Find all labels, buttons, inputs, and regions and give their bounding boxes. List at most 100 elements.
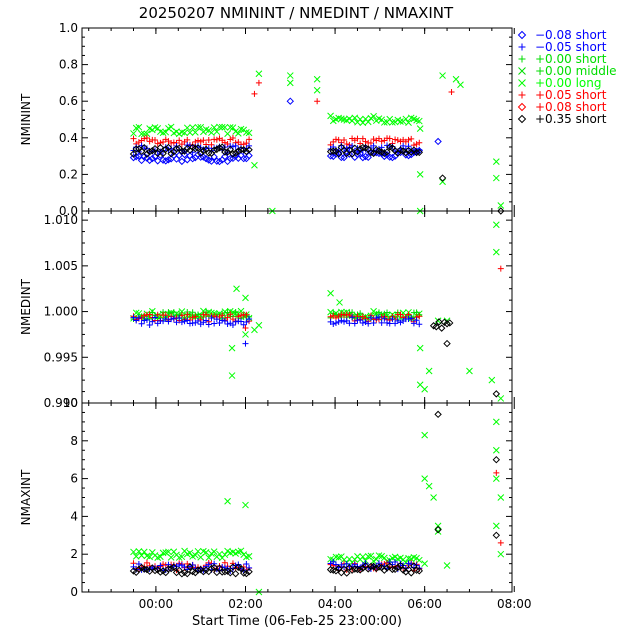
data-point (203, 317, 210, 324)
data-point (314, 98, 321, 105)
data-point (242, 325, 249, 332)
data-point (237, 564, 245, 573)
data-point (188, 155, 197, 163)
data-point (334, 149, 343, 157)
data-point (392, 320, 399, 327)
data-point (229, 563, 237, 571)
legend-item: +0.05 short (518, 88, 607, 102)
data-point (407, 148, 415, 156)
data-point (364, 153, 372, 162)
y-tick-label: 6 (70, 472, 78, 486)
data-point (242, 569, 251, 578)
data-point (416, 321, 423, 328)
data-point (405, 315, 412, 322)
data-point (205, 149, 213, 157)
data-point (210, 124, 218, 131)
data-point (218, 143, 226, 151)
data-point (149, 318, 156, 325)
data-point (129, 150, 138, 158)
data-point (178, 570, 186, 578)
data-point (157, 553, 164, 561)
data-point (140, 548, 148, 556)
data-point (168, 140, 175, 147)
legend-marker (518, 43, 526, 51)
data-point (135, 565, 143, 574)
data-point (384, 309, 391, 316)
legend-label: +0.05 short (535, 88, 607, 102)
data-point (181, 318, 188, 325)
data-point (197, 123, 205, 131)
y-tick-label: 8 (70, 434, 78, 448)
data-point (143, 559, 150, 566)
data-point (367, 562, 375, 571)
data-point (326, 152, 335, 160)
panel-2: 0.990 0.995 1.000 1.005 1.010 NMEDINT (19, 210, 515, 410)
legend-label: +0.08 short (535, 100, 607, 114)
data-point (326, 147, 335, 156)
data-point (152, 137, 159, 144)
data-point (197, 553, 205, 561)
data-point (351, 320, 358, 327)
data-point (410, 562, 418, 570)
data-point (380, 566, 389, 574)
data-point (286, 79, 294, 87)
legend-item: +0.35 short (517, 112, 607, 126)
legend-item: +0.00 middle (518, 64, 617, 78)
legend: −0.08 short−0.05 short+0.00 short+0.00 m… (517, 28, 617, 126)
data-point (213, 145, 221, 154)
data-point (159, 149, 167, 158)
legend-marker (517, 114, 527, 124)
data-point (413, 141, 420, 148)
data-point (405, 119, 412, 126)
y-tick-label: 0.990 (44, 396, 78, 410)
data-point (386, 320, 393, 327)
data-point (243, 140, 250, 147)
data-point (202, 548, 210, 556)
data-point (416, 171, 424, 178)
data-point (224, 314, 231, 321)
data-point (356, 115, 364, 123)
data-point (375, 135, 382, 142)
data-point (497, 550, 505, 558)
data-point (338, 317, 345, 324)
data-point (332, 561, 339, 568)
data-point (146, 311, 153, 318)
data-point (160, 561, 167, 568)
data-point (365, 320, 372, 327)
data-point (340, 153, 348, 162)
data-point (183, 569, 191, 578)
data-point (370, 142, 377, 149)
legend-item: −0.08 short (517, 28, 607, 42)
data-point (229, 150, 237, 158)
data-point (416, 139, 423, 146)
data-point (354, 135, 361, 142)
data-point (255, 321, 263, 329)
data-point (438, 174, 447, 182)
data-point (370, 112, 377, 120)
data-point (135, 123, 143, 131)
legend-label: −0.05 short (535, 40, 607, 54)
data-point (191, 129, 199, 136)
data-point (383, 564, 391, 572)
data-point (415, 148, 423, 157)
data-point (378, 138, 385, 145)
data-point (443, 562, 451, 569)
data-point (497, 265, 504, 272)
data-point (199, 147, 208, 155)
data-point (353, 150, 362, 159)
data-point (151, 566, 159, 575)
data-point (207, 157, 216, 165)
data-point (332, 553, 340, 561)
data-point (221, 123, 229, 131)
y-tick-label: 0 (70, 585, 78, 599)
data-point (330, 144, 337, 151)
data-point (143, 317, 150, 324)
data-point (133, 317, 140, 324)
data-point (437, 324, 446, 332)
data-point (286, 97, 294, 105)
data-point (153, 149, 162, 157)
data-point (359, 564, 367, 572)
data-point (425, 482, 433, 490)
